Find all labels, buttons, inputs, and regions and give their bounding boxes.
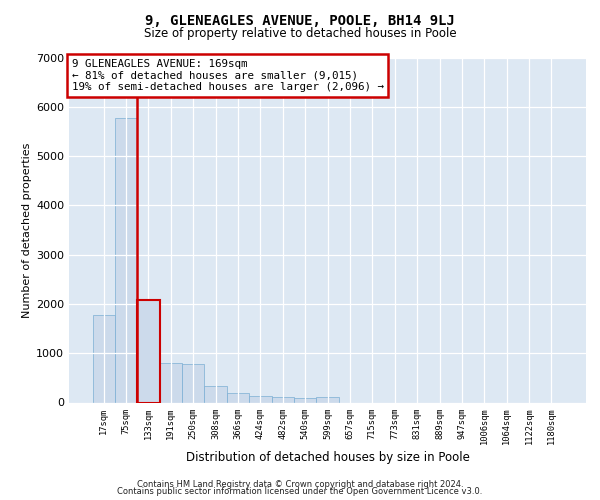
Bar: [205, 386, 227, 402]
Bar: [249, 396, 272, 402]
Text: Contains public sector information licensed under the Open Government Licence v3: Contains public sector information licen…: [118, 487, 482, 496]
Bar: [115, 118, 137, 403]
Bar: [294, 398, 316, 402]
Bar: [137, 300, 160, 402]
Text: 9 GLENEAGLES AVENUE: 169sqm
← 81% of detached houses are smaller (9,015)
19% of : 9 GLENEAGLES AVENUE: 169sqm ← 81% of det…: [71, 59, 383, 92]
Bar: [227, 393, 249, 402]
X-axis label: Distribution of detached houses by size in Poole: Distribution of detached houses by size …: [185, 451, 470, 464]
Y-axis label: Number of detached properties: Number of detached properties: [22, 142, 32, 318]
Bar: [182, 364, 205, 403]
Bar: [316, 397, 339, 402]
Bar: [272, 397, 294, 402]
Bar: [137, 300, 160, 402]
Bar: [92, 315, 115, 402]
Text: Contains HM Land Registry data © Crown copyright and database right 2024.: Contains HM Land Registry data © Crown c…: [137, 480, 463, 489]
Bar: [160, 363, 182, 403]
Text: 9, GLENEAGLES AVENUE, POOLE, BH14 9LJ: 9, GLENEAGLES AVENUE, POOLE, BH14 9LJ: [145, 14, 455, 28]
Text: Size of property relative to detached houses in Poole: Size of property relative to detached ho…: [143, 28, 457, 40]
